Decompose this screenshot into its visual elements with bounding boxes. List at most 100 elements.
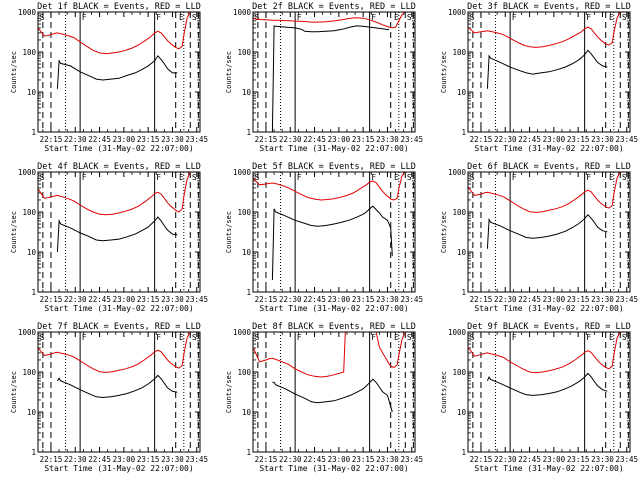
x-tick-label: 22:45 (518, 135, 541, 144)
x-tick-label: 22:15 (40, 455, 63, 464)
x-tick-label: 22:15 (40, 135, 63, 144)
panel-title: Det 8f BLACK = Events, RED = LLD (252, 322, 416, 332)
x-tick-label: 23:45 (185, 455, 208, 464)
y-tick-label: 100 (22, 48, 36, 57)
x-tick-label: 23:45 (185, 135, 208, 144)
panel-title: Det 9f BLACK = Events, RED = LLD (467, 322, 631, 332)
x-tick-label: 23:15 (137, 135, 160, 144)
marker-label: E (394, 333, 399, 342)
y-tick-label: 1 (31, 128, 36, 137)
events-series-line (486, 214, 608, 249)
x-tick-label: 22:45 (303, 295, 326, 304)
x-tick-label: 23:00 (113, 135, 136, 144)
lld-series-line (467, 11, 626, 48)
y-tick-label: 100 (452, 48, 466, 57)
x-tick-label: 23:15 (137, 455, 160, 464)
x-tick-label: 22:15 (470, 135, 493, 144)
marker-label: F (371, 13, 376, 22)
marker-label: F (156, 173, 161, 182)
x-tick-label: 23:30 (591, 295, 614, 304)
y-axis-label: Counts/sec (225, 371, 233, 413)
x-tick-label: 22:30 (494, 135, 517, 144)
lld-series-line (467, 171, 626, 213)
y-tick-label: 1 (461, 128, 466, 137)
detector-panel: Det 2f BLACK = Events, RED = LLD 1 10 100 10… (225, 2, 423, 153)
marker-label: E (179, 13, 184, 22)
y-tick-label: 10 (27, 88, 37, 97)
x-tick-label: 23:30 (376, 455, 399, 464)
events-series-line (56, 374, 178, 399)
marker-label: S (192, 173, 197, 182)
y-tick-label: 1 (246, 128, 251, 137)
x-tick-label: 23:00 (543, 455, 566, 464)
x-tick-label: 23:00 (543, 295, 566, 304)
marker-label: F (82, 13, 87, 22)
panel-title: Det 7f BLACK = Events, RED = LLD (37, 322, 201, 332)
marker-label: S (40, 333, 45, 342)
marker-label: F (586, 173, 591, 182)
detector-panel: Det 9f BLACK = Events, RED = LLD 1 10 100 10… (440, 322, 638, 473)
lld-series-line (252, 171, 411, 201)
x-tick-label: 23:15 (352, 135, 375, 144)
x-tick-label: 22:45 (88, 295, 111, 304)
marker-label: F (297, 333, 302, 342)
marker-label: E (609, 333, 614, 342)
events-series-line (56, 216, 178, 253)
marker-label: S (470, 333, 475, 342)
marker-label: S (622, 173, 627, 182)
y-tick-label: 1 (461, 448, 466, 457)
x-tick-label: 23:45 (400, 455, 423, 464)
x-tick-label: 23:45 (400, 135, 423, 144)
plot-frame (467, 171, 631, 293)
y-axis-label: Counts/sec (225, 211, 233, 253)
y-tick-label: 100 (22, 208, 36, 217)
y-axis-label: Counts/sec (440, 211, 448, 253)
y-tick-label: 10 (457, 248, 467, 257)
marker-label: S (407, 333, 412, 342)
x-tick-label: 22:45 (518, 295, 541, 304)
y-tick-label: 10 (457, 88, 467, 97)
marker-label: E (179, 333, 184, 342)
marker-label: E (394, 173, 399, 182)
plot-frame (37, 171, 201, 293)
detector-panel: Det 7f BLACK = Events, RED = LLD 1 10 100 10… (10, 322, 208, 473)
x-axis-label: Start Time (31-May-02 22:07:00) (474, 144, 623, 153)
x-tick-label: 22:15 (255, 455, 278, 464)
x-tick-label: 23:15 (567, 455, 590, 464)
x-axis-label: Start Time (31-May-02 22:07:00) (259, 144, 408, 153)
x-tick-label: 22:30 (64, 295, 87, 304)
y-axis-label: Counts/sec (440, 371, 448, 413)
detector-panel: Det 5f BLACK = Events, RED = LLD 1 10 100 10… (225, 162, 423, 313)
marker-label: S (470, 13, 475, 22)
x-tick-label: 23:30 (161, 135, 184, 144)
x-tick-label: 23:30 (161, 455, 184, 464)
x-axis-label: Start Time (31-May-02 22:07:00) (474, 304, 623, 313)
marker-label: S (407, 13, 412, 22)
x-tick-label: 23:45 (615, 135, 638, 144)
marker-label: F (586, 13, 591, 22)
x-tick-label: 23:45 (615, 295, 638, 304)
x-tick-label: 22:45 (303, 455, 326, 464)
marker-label: E (609, 13, 614, 22)
y-axis-label: Counts/sec (10, 371, 18, 413)
y-tick-label: 1000 (18, 328, 37, 337)
marker-label: F (156, 333, 161, 342)
y-axis-label: Counts/sec (225, 51, 233, 93)
x-axis-label: Start Time (31-May-02 22:07:00) (259, 304, 408, 313)
y-tick-label: 1000 (18, 8, 37, 17)
x-tick-label: 22:15 (40, 295, 63, 304)
y-tick-label: 100 (452, 208, 466, 217)
events-series-line (486, 372, 608, 396)
marker-label: F (297, 13, 302, 22)
events-series-line (486, 49, 608, 89)
y-tick-label: 10 (242, 408, 252, 417)
marker-label: F (82, 173, 87, 182)
detector-panel: Det 3f BLACK = Events, RED = LLD 1 10 100 10… (440, 2, 638, 153)
y-tick-label: 100 (22, 368, 36, 377)
y-tick-label: 1 (31, 448, 36, 457)
events-series-line (272, 378, 393, 413)
y-tick-label: 100 (237, 48, 251, 57)
x-axis-label: Start Time (31-May-02 22:07:00) (259, 464, 408, 473)
x-tick-label: 23:30 (591, 135, 614, 144)
